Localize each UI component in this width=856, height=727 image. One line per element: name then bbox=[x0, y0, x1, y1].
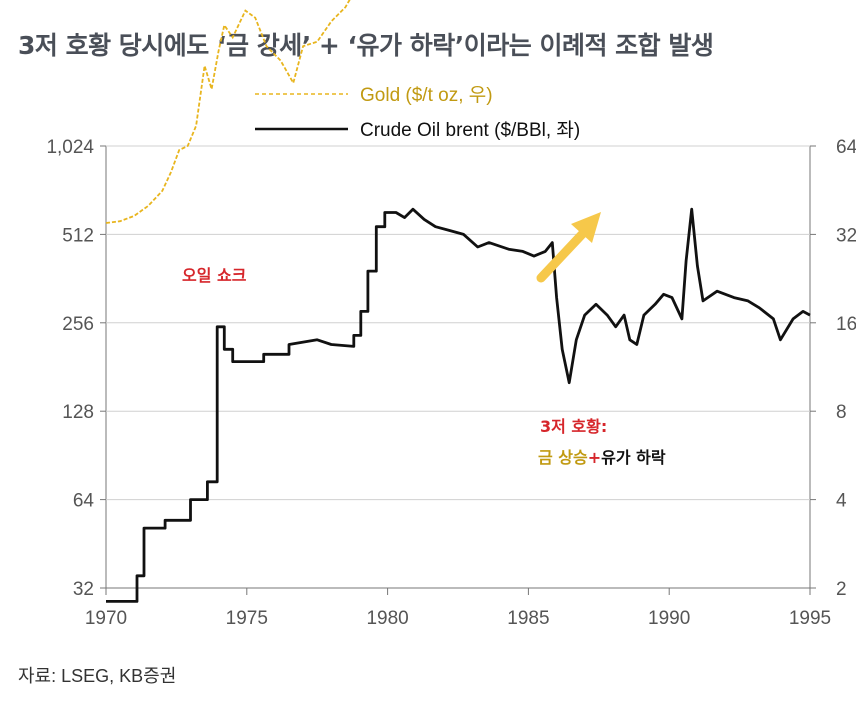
chart-title: 3저 호황 당시에도 ‘금 강세’ + ‘유가 하락’이라는 이례적 조합 발생 bbox=[18, 31, 714, 60]
gridlines bbox=[106, 145, 810, 501]
oil-down-label: 유가 하락 bbox=[601, 448, 666, 467]
gold-series-line bbox=[105, 0, 351, 224]
y-right-tick-label: 2 bbox=[836, 579, 847, 600]
x-tick-label: 1975 bbox=[226, 608, 268, 629]
x-tick-label: 1990 bbox=[648, 608, 690, 629]
x-ticks: 1970 1975 1980 1985 1990 1995 bbox=[85, 588, 831, 629]
plus-label: + bbox=[588, 448, 601, 467]
gold-oil-label: 금 상승+유가 하락 bbox=[538, 448, 666, 467]
x-tick-label: 1980 bbox=[366, 608, 408, 629]
oil-shock-label: 오일 쇼크 bbox=[182, 266, 247, 285]
y-right-tick-label: 64 bbox=[836, 137, 856, 158]
x-tick-label: 1970 bbox=[85, 608, 127, 629]
y-right-tick-label: 8 bbox=[836, 402, 847, 423]
y-right-tick-label: 16 bbox=[836, 314, 856, 335]
y-left-tick-label: 128 bbox=[62, 402, 94, 423]
y-right-tick-label: 32 bbox=[836, 225, 856, 246]
x-tick-label: 1985 bbox=[507, 608, 549, 629]
y-left-tick-label: 1,024 bbox=[46, 137, 94, 158]
y-left-tick-label: 32 bbox=[73, 579, 94, 600]
y-left-tick-label: 64 bbox=[73, 491, 95, 512]
legend-oil-label: Crude Oil brent ($/BBl, 좌) bbox=[360, 119, 580, 141]
y-right-tick-label: 4 bbox=[836, 491, 847, 512]
y-left-tick-label: 512 bbox=[62, 225, 94, 246]
source-note: 자료: LSEG, KB증권 bbox=[18, 666, 177, 686]
three-lows-label: 3저 호황: bbox=[540, 417, 607, 436]
gold-up-label: 금 상승 bbox=[538, 448, 588, 467]
oil-series-line bbox=[106, 207, 811, 603]
y-left-tick-label: 256 bbox=[62, 314, 94, 335]
y-left-ticks: 32 64 128 256 512 1,024 bbox=[46, 137, 106, 600]
y-right-ticks: 2 4 8 16 32 64 bbox=[810, 137, 856, 600]
legend-gold-label: Gold ($/t oz, 우) bbox=[360, 85, 493, 106]
up-arrow-icon bbox=[536, 212, 601, 283]
x-tick-label: 1995 bbox=[789, 608, 831, 629]
